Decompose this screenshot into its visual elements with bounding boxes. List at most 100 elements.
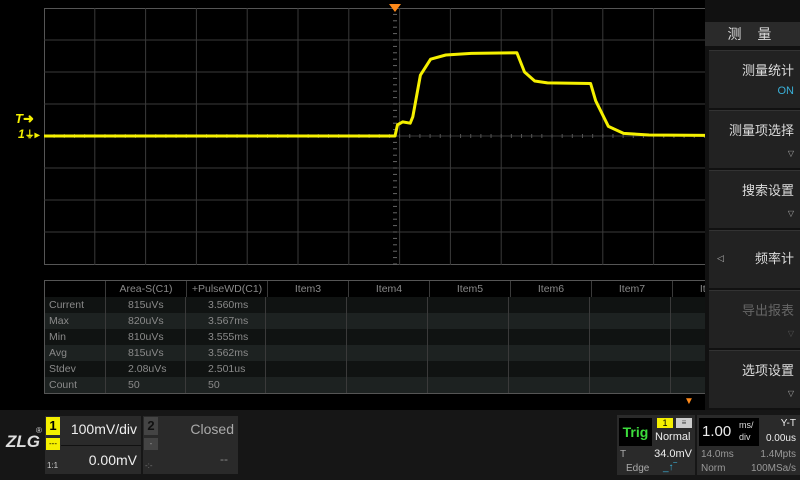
- empty-cell: [347, 361, 428, 377]
- pulse-width-value: 50: [186, 377, 266, 393]
- menu-options[interactable]: 选项设置 ▽: [709, 350, 800, 408]
- channel-label: 1: [18, 127, 25, 141]
- scroll-down-arrow-icon[interactable]: ▼: [684, 396, 694, 407]
- coupling-icon: ≡: [676, 418, 692, 428]
- row-label: Current: [45, 297, 106, 313]
- menu-export-report[interactable]: 导出报表 ▽: [709, 290, 800, 348]
- probe-ratio: 1:1: [47, 461, 59, 470]
- empty-cell: [428, 297, 509, 313]
- header-cell: Item4: [349, 281, 430, 297]
- registered-icon: ®: [36, 426, 42, 435]
- empty-cell: [509, 377, 590, 393]
- table-row: Avg 815uVs 3.562ms: [45, 345, 707, 361]
- label: 搜索设置: [741, 183, 794, 198]
- table-row: Max 820uVs 3.567ms: [45, 313, 707, 329]
- table-header: Area-S(C1) +PulseWD(C1) Item3 Item4 Item…: [45, 281, 707, 297]
- table-body: Current 815uVs 3.560ms Max 820uVs 3.567ms Min 8…: [45, 297, 707, 393]
- coupling-icon: -: [144, 438, 158, 450]
- header-cell: Item8: [673, 281, 707, 297]
- header-cell: +PulseWD(C1): [187, 281, 268, 297]
- table-row: Count 50 50: [45, 377, 707, 393]
- menu-measure-stats[interactable]: 测量统计 ON: [709, 50, 800, 108]
- empty-cell: [671, 345, 707, 361]
- ground-arrow-icon: ⏚▸: [24, 130, 40, 141]
- channel1-offset-marker[interactable]: 1⏚▸: [18, 127, 40, 142]
- trigger-panel[interactable]: Trig 1 ≡ Normal T 34.0mV Edge _↑‾: [617, 415, 695, 475]
- measurement-table: Area-S(C1) +PulseWD(C1) Item3 Item4 Item…: [44, 280, 708, 394]
- status-bar: ZLG ® 1 --- 1:1 100mV/div 0.00mV 2 - -:-…: [0, 410, 800, 480]
- trigger-position-marker[interactable]: [389, 4, 401, 12]
- empty-cell: [590, 329, 671, 345]
- empty-cell: [509, 345, 590, 361]
- trigger-level-label: T: [620, 449, 627, 460]
- divider: [61, 445, 141, 446]
- time-delay: 0.00us: [765, 433, 796, 444]
- dropdown-icon: ▽: [787, 149, 794, 158]
- channel2-panel[interactable]: 2 - -:- Closed --: [143, 416, 238, 474]
- empty-cell: [671, 377, 707, 393]
- channel2-offset: --: [220, 452, 228, 466]
- measure-menu: 测 量 测量统计 ON 测量项选择 ▽ 搜索设置 ▽ ◁ 频率计 导出报表 ▽ 选项设置 ▽: [705, 0, 800, 410]
- trigger-level-marker[interactable]: T➜: [15, 112, 34, 126]
- acquisition-mode: Norm: [701, 463, 726, 474]
- header-cell: [45, 281, 106, 297]
- pulse-width-value: 2.501us: [186, 361, 266, 377]
- timebase-scale: 1.00 ms/ div: [699, 418, 759, 446]
- sample-rate: 100MSa/s: [750, 463, 796, 474]
- header-cell: Area-S(C1): [106, 281, 187, 297]
- memory-depth: 1.4Mpts: [760, 449, 796, 460]
- waveform-display[interactable]: [44, 8, 706, 265]
- header-cell: Item3: [268, 281, 349, 297]
- empty-cell: [671, 297, 707, 313]
- row-label: Count: [45, 377, 106, 393]
- table-row: Current 815uVs 3.560ms: [45, 297, 707, 313]
- channel2-badge: 2: [144, 417, 158, 435]
- area-value: 2.08uVs: [106, 361, 186, 377]
- empty-cell: [266, 361, 347, 377]
- channel1-trace: [44, 51, 706, 138]
- empty-cell: [590, 313, 671, 329]
- empty-cell: [509, 297, 590, 313]
- row-label: Avg: [45, 345, 106, 361]
- table-row: Stdev 2.08uVs 2.501us: [45, 361, 707, 377]
- label: 测量统计: [741, 63, 794, 78]
- empty-cell: [266, 345, 347, 361]
- timebase-unit: div: [739, 432, 751, 442]
- channel1-panel[interactable]: 1 --- 1:1 100mV/div 0.00mV: [45, 416, 141, 474]
- area-value: 820uVs: [106, 313, 186, 329]
- dropdown-icon: ▽: [787, 329, 794, 338]
- rising-edge-icon: _↑‾: [663, 462, 677, 473]
- row-label: Min: [45, 329, 106, 345]
- arrow-right-icon: ➜: [22, 111, 34, 126]
- trigger-level: 34.0mV: [654, 448, 692, 460]
- empty-cell: [590, 345, 671, 361]
- empty-cell: [347, 297, 428, 313]
- channel1-badge: 1: [46, 417, 60, 435]
- menu-frequency-counter[interactable]: ◁ 频率计: [709, 230, 800, 288]
- channel2-status: Closed: [190, 421, 234, 437]
- pulse-width-value: 3.567ms: [186, 313, 266, 329]
- empty-cell: [428, 361, 509, 377]
- empty-cell: [266, 313, 347, 329]
- timebase-panel[interactable]: 1.00 ms/ div Y-T 0.00us 14.0ms 1.4Mpts N…: [697, 415, 800, 475]
- empty-cell: [509, 361, 590, 377]
- left-arrow-icon: ◁: [717, 253, 724, 263]
- empty-cell: [509, 329, 590, 345]
- row-label: Max: [45, 313, 106, 329]
- pulse-width-value: 3.562ms: [186, 345, 266, 361]
- pulse-width-value: 3.555ms: [186, 329, 266, 345]
- pulse-width-value: 3.560ms: [186, 297, 266, 313]
- value: ON: [777, 85, 795, 97]
- empty-cell: [671, 313, 707, 329]
- header-cell: Item7: [592, 281, 673, 297]
- menu-search-settings[interactable]: 搜索设置 ▽: [709, 170, 800, 228]
- label: 频率计: [754, 251, 794, 266]
- channel1-scale: 100mV/div: [70, 421, 137, 437]
- label: 导出报表: [741, 303, 794, 318]
- trigger-level-label: T: [15, 111, 23, 126]
- header-cell: Item5: [430, 281, 511, 297]
- menu-title: 测 量: [705, 22, 800, 46]
- menu-measure-select[interactable]: 测量项选择 ▽: [709, 110, 800, 168]
- timebase-value: 1.00: [702, 423, 732, 440]
- time-position: 14.0ms: [701, 449, 734, 460]
